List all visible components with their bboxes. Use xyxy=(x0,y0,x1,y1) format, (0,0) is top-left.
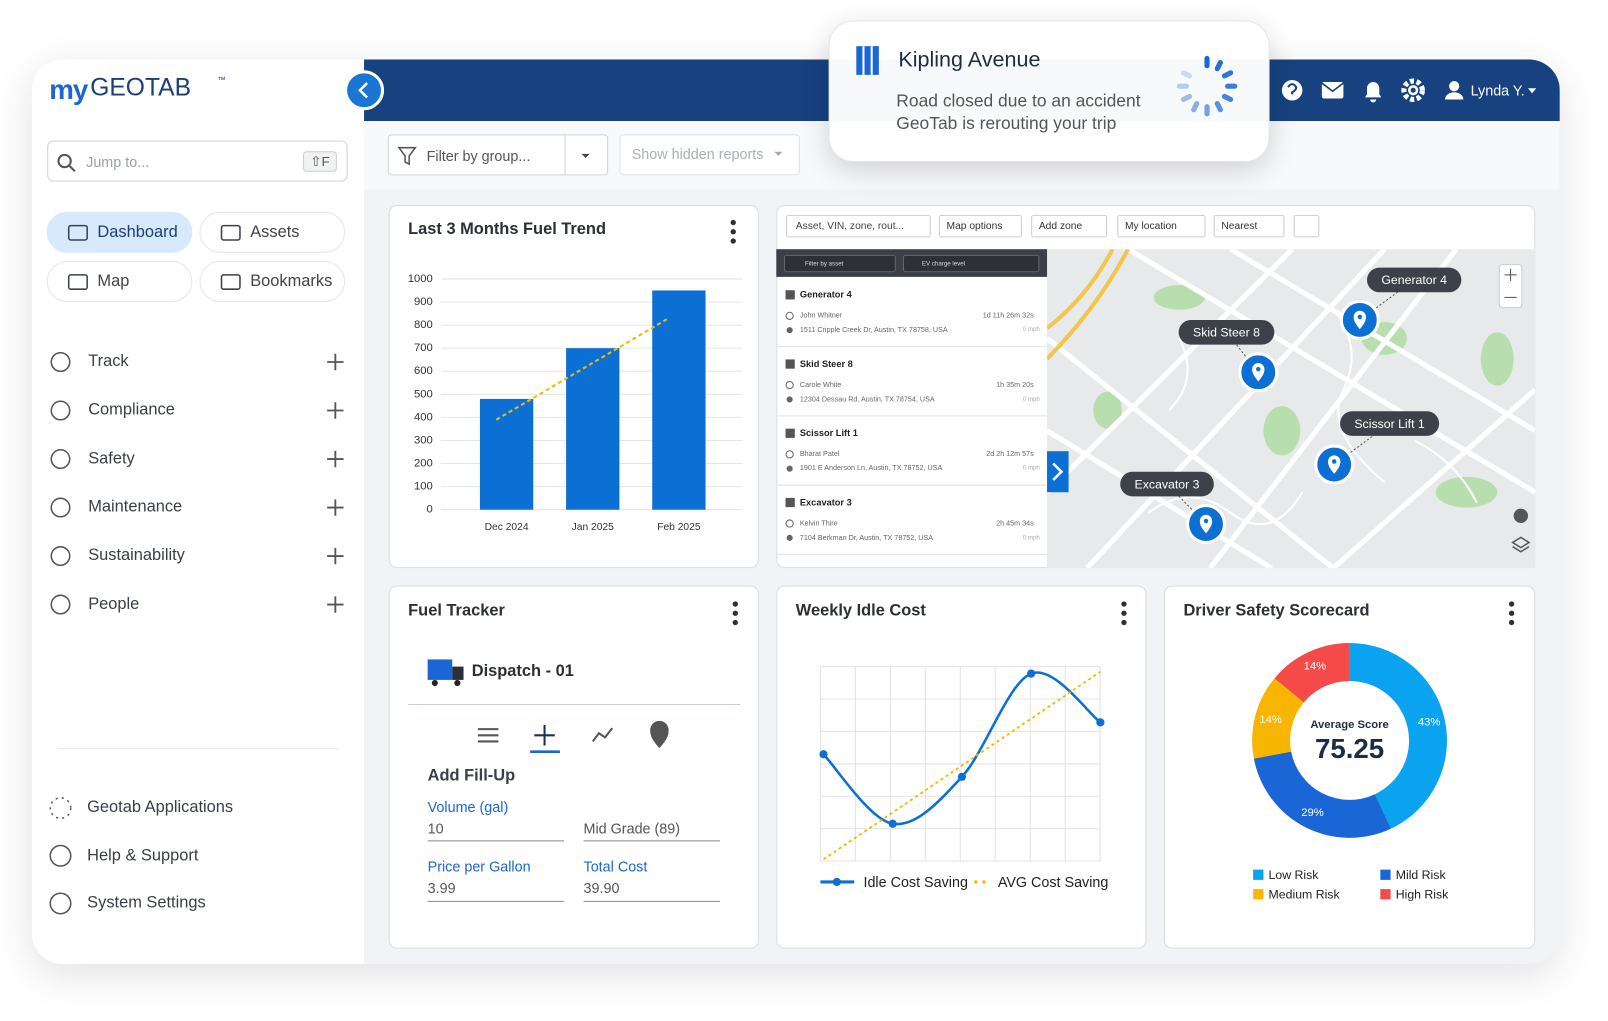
card-title: Fuel Tracker xyxy=(408,601,505,620)
field-value: 10 xyxy=(427,820,444,837)
notification-title: Kipling Avenue xyxy=(898,48,1041,72)
asset-speed: 0 mph xyxy=(1022,396,1040,403)
form-title: Add Fill-Up xyxy=(427,767,516,785)
asset-driver: John Whitner xyxy=(799,312,843,320)
search-placeholder: Jump to... xyxy=(86,153,150,171)
safety-card xyxy=(1163,585,1536,949)
asset-duration: 1d 11h 26m 32s xyxy=(982,312,1034,320)
menu-item: Compliance xyxy=(88,401,175,419)
asset-duration: 2d 2h 12m 57s xyxy=(986,450,1034,458)
field-label: Total Cost xyxy=(583,858,648,875)
group-filter[interactable] xyxy=(387,134,609,176)
hidden-reports-text: Show hidden reports xyxy=(631,145,764,163)
menu-item: Safety xyxy=(88,449,135,468)
search-box[interactable] xyxy=(47,140,348,182)
asset-speed: 0 mph xyxy=(1022,534,1040,541)
card-title: Weekly Idle Cost xyxy=(795,601,926,620)
field-value: 3.99 xyxy=(427,879,456,897)
user-name: Lynda Y. xyxy=(1470,82,1525,99)
menu-item: People xyxy=(88,595,140,613)
footer-item: Help & Support xyxy=(87,846,199,864)
asset-duration: 1h 35m 20s xyxy=(996,381,1034,389)
menu-item: Track xyxy=(88,352,129,371)
asset-duration: 2h 45m 34s xyxy=(996,519,1034,528)
ev-filter-text: EV charge level xyxy=(921,261,966,268)
hidden-reports[interactable] xyxy=(619,134,800,176)
field-label: Price per Gallon xyxy=(427,858,531,875)
asset-filter-text: Filter by asset xyxy=(805,261,844,268)
asset-name: Generator 4 xyxy=(799,289,852,300)
card-title: Driver Safety Scorecard xyxy=(1183,601,1370,620)
notification-line: GeoTab is rerouting your trip xyxy=(896,113,1117,134)
notification-line: Road closed due to an accident xyxy=(896,91,1141,111)
quick-link-label: Assets xyxy=(250,223,300,241)
asset-name: Scissor Lift 1 xyxy=(799,427,858,438)
footer-item: Geotab Applications xyxy=(87,798,234,817)
map-card xyxy=(776,205,1536,569)
map-search-text: Asset, VIN, zone, rout... xyxy=(795,220,905,233)
map-option-label: Nearest xyxy=(1221,220,1258,233)
logo-prefix: my xyxy=(49,74,88,106)
vehicle-name: Dispatch - 01 xyxy=(471,662,574,680)
asset-name: Skid Steer 8 xyxy=(799,358,853,369)
quick-link-label: Dashboard xyxy=(97,223,178,241)
asset-driver: Bharat Patel xyxy=(799,450,840,458)
fuel-tracker-card xyxy=(388,585,759,949)
logo-name: GEOTAB xyxy=(90,73,192,102)
fuel-trend-card xyxy=(388,205,759,569)
asset-address: 7104 Berkman Dr, Austin, TX 78752, USA xyxy=(799,534,934,542)
map-option-label: Add zone xyxy=(1038,220,1083,233)
menu-item: Sustainability xyxy=(88,546,185,565)
group-filter-text: Filter by group... xyxy=(426,147,531,165)
asset-speed: 0 mph xyxy=(1022,465,1040,472)
map-option-label: Map options xyxy=(946,220,1003,233)
quick-link-label: Bookmarks xyxy=(250,272,333,291)
field-value: 39.90 xyxy=(583,879,620,897)
idle-cost-card xyxy=(776,585,1147,949)
asset-speed: 0 mph xyxy=(1022,327,1040,334)
asset-driver: Kelvin Thire xyxy=(799,519,838,528)
field-value: Mid Grade (89) xyxy=(583,820,681,837)
sidebar xyxy=(31,59,365,964)
asset-address: 1511 Cripple Creek Dr, Austin, TX 78758,… xyxy=(799,326,948,334)
notification[interactable]: Kipling Avenue Road closed due to an acci… xyxy=(828,20,1270,163)
quick-link-label: Map xyxy=(97,272,130,291)
asset-driver: Carole White xyxy=(799,381,842,389)
card-title: Last 3 Months Fuel Trend xyxy=(408,220,606,238)
asset-address: 12304 Dessau Rd, Austin, TX 78754, USA xyxy=(799,395,935,404)
field-label: Volume (gal) xyxy=(427,798,509,816)
footer-item: System Settings xyxy=(87,894,206,912)
map-option-label: My location xyxy=(1124,220,1177,233)
asset-name: Excavator 3 xyxy=(799,496,852,508)
logo-mark: ™ xyxy=(217,75,226,85)
asset-address: 1901 E Anderson Ln, Austin, TX 78752, US… xyxy=(799,465,943,473)
notification-icons xyxy=(856,46,1238,117)
search-shortcut: ⇧F xyxy=(310,153,330,170)
menu-item: Maintenance xyxy=(88,498,183,516)
